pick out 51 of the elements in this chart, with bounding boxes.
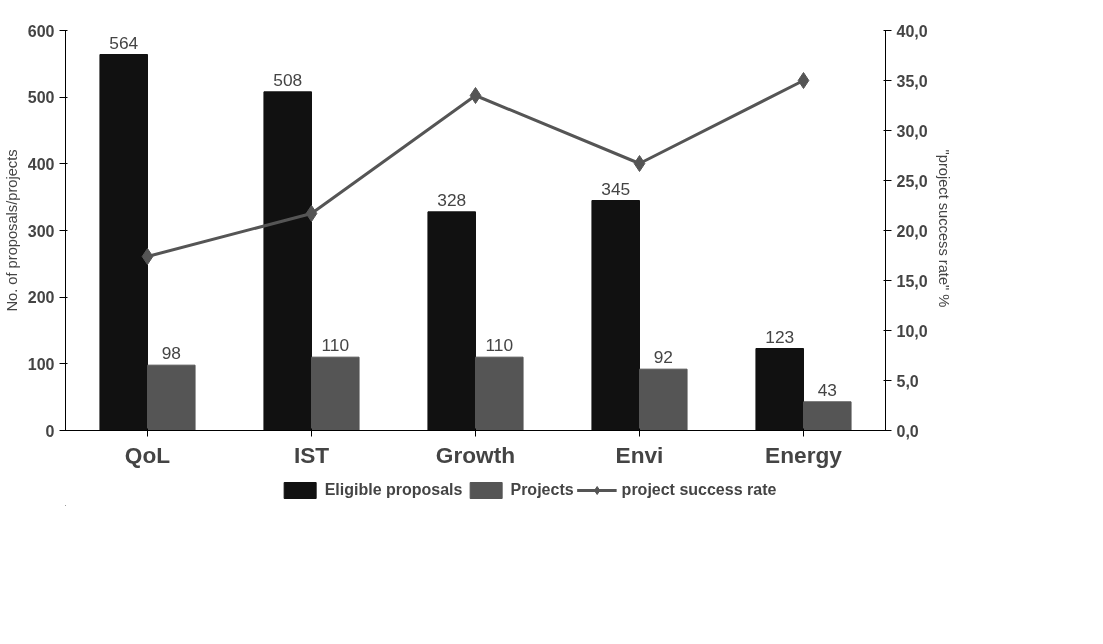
y-tick-label: 100	[27, 355, 55, 373]
y2-tick-label: 5,0	[896, 372, 919, 390]
point	[797, 72, 810, 89]
bar	[263, 91, 312, 431]
x-tick-label: IST	[293, 441, 330, 468]
bar	[803, 401, 852, 431]
bar	[147, 364, 196, 431]
legend-label: Projects	[510, 481, 574, 499]
bar	[427, 211, 476, 431]
y-tick-label: 600	[27, 22, 55, 40]
legend-label: project success rate	[621, 481, 777, 499]
point	[141, 248, 154, 265]
data-label: 92	[653, 347, 673, 368]
y-tick-label: 0	[45, 422, 55, 440]
y2-tick-label: 25,0	[896, 172, 928, 190]
legend-label: Eligible proposals	[324, 481, 463, 499]
x-tick-label: Energy	[765, 441, 843, 468]
x-tick-label: Envi	[615, 441, 664, 468]
y-tick-label: 200	[27, 289, 55, 307]
y2-tick-label: 20,0	[896, 222, 928, 240]
y-tick-label: 300	[27, 222, 55, 240]
point	[469, 87, 482, 104]
y-tick-label: 500	[27, 89, 55, 107]
point	[633, 155, 646, 172]
y2-tick-label: 0,0	[896, 422, 919, 440]
bar	[475, 356, 524, 431]
y-tick-label: 400	[27, 155, 55, 173]
bar	[99, 54, 148, 431]
y2-tick-label: 40,0	[896, 22, 928, 40]
x-tick-label: Growth	[435, 441, 516, 468]
bar	[591, 200, 640, 431]
data-label: 564	[109, 32, 139, 53]
data-label: 123	[765, 326, 795, 347]
bar	[755, 348, 804, 431]
x-tick-label: QoL	[124, 441, 171, 468]
bar	[639, 368, 688, 431]
y-axis-title: No. of proposals/projects	[3, 149, 20, 312]
data-label: 110	[485, 335, 514, 356]
data-label: 508	[273, 69, 303, 90]
y2-tick-label: 35,0	[896, 72, 928, 90]
y2-tick-label: 30,0	[896, 122, 928, 140]
bar	[311, 356, 360, 431]
y2-axis-title: "project success rate" %	[935, 149, 952, 308]
y2-tick-label: 15,0	[896, 272, 928, 290]
data-label: 110	[321, 335, 350, 356]
data-label: 43	[817, 379, 837, 400]
y2-tick-label: 10,0	[896, 322, 928, 340]
data-label: 98	[161, 343, 181, 364]
point	[305, 205, 318, 222]
data-label: 345	[601, 178, 631, 199]
data-label: 328	[437, 189, 467, 210]
